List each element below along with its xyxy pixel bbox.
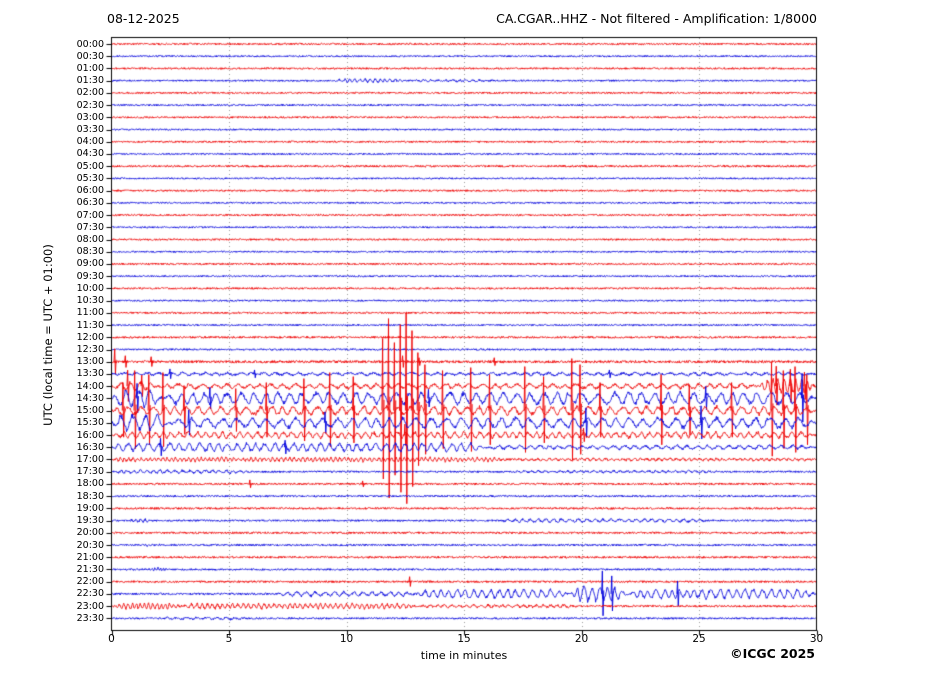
y-tick-label: 11:00 <box>76 307 104 319</box>
y-tick-label: 19:30 <box>76 515 104 527</box>
y-tick-label: 06:00 <box>76 185 104 197</box>
x-tick-label: 30 <box>809 633 824 645</box>
y-tick-label: 02:00 <box>76 87 104 99</box>
y-tick-label: 16:00 <box>76 429 104 441</box>
y-tick-label: 21:00 <box>76 551 104 563</box>
x-tick-label: 15 <box>457 633 471 645</box>
y-tick-label: 00:30 <box>76 50 104 62</box>
x-tick-label: 0 <box>108 633 115 645</box>
copyright: ©ICGC 2025 <box>730 646 815 661</box>
y-tick-label: 15:00 <box>76 405 104 417</box>
y-tick-label: 16:30 <box>76 441 104 453</box>
y-tick-label: 17:00 <box>76 453 104 465</box>
y-tick-label: 20:30 <box>76 539 104 551</box>
y-tick-label: 02:30 <box>76 99 104 111</box>
x-tick-label: 5 <box>225 633 233 645</box>
y-tick-label: 23:00 <box>76 600 104 612</box>
y-tick-label: 00:00 <box>76 38 104 50</box>
y-tick-label: 18:30 <box>76 490 104 502</box>
x-axis-label: time in minutes <box>420 649 508 662</box>
y-tick-label: 18:00 <box>76 478 104 490</box>
y-tick-label: 05:30 <box>76 172 104 184</box>
y-tick-label: 07:00 <box>76 209 104 221</box>
y-tick-label: 09:30 <box>76 270 104 282</box>
y-tick-label: 14:30 <box>76 392 104 404</box>
x-tick-label: 20 <box>574 633 589 645</box>
station-title: CA.CGAR..HHZ - Not filtered - Amplificat… <box>496 11 817 26</box>
y-axis-label: UTC (local time = UTC + 01:00) <box>41 244 55 426</box>
y-tick-label: 13:30 <box>76 368 104 380</box>
y-tick-label: 05:00 <box>76 160 104 172</box>
y-tick-label: 03:00 <box>76 111 104 123</box>
y-tick-label: 22:00 <box>76 576 104 588</box>
y-tick-label: 01:00 <box>76 62 104 74</box>
y-tick-label: 19:00 <box>76 502 104 514</box>
y-tick-label: 03:30 <box>76 124 104 136</box>
y-tick-label: 14:00 <box>76 380 104 392</box>
y-tick-label: 21:30 <box>76 563 104 575</box>
y-tick-label: 12:00 <box>76 331 104 343</box>
y-tick-label: 11:30 <box>76 319 104 331</box>
y-tick-label: 04:00 <box>76 136 104 148</box>
y-tick-label: 22:30 <box>76 588 104 600</box>
x-tick-label: 10 <box>339 633 354 645</box>
y-tick-label: 17:30 <box>76 466 104 478</box>
y-tick-label: 04:30 <box>76 148 104 160</box>
y-tick-label: 10:30 <box>76 295 104 307</box>
y-tick-label: 12:30 <box>76 344 104 355</box>
y-tick-label: 09:00 <box>76 258 104 270</box>
y-tick-label: 08:00 <box>76 234 104 246</box>
y-tick-label: 10:00 <box>76 282 104 294</box>
y-tick-label: 20:00 <box>76 527 104 539</box>
y-tick-label: 23:30 <box>76 612 104 624</box>
x-tick-label: 25 <box>692 633 706 645</box>
date-title: 08-12-2025 <box>107 11 180 26</box>
y-tick-label: 15:30 <box>76 417 104 429</box>
y-tick-label: 06:30 <box>76 197 104 209</box>
y-tick-label: 07:30 <box>76 221 104 233</box>
y-tick-label: 01:30 <box>76 75 104 87</box>
y-tick-label: 08:30 <box>76 246 104 258</box>
y-tick-label: 13:00 <box>76 356 104 368</box>
